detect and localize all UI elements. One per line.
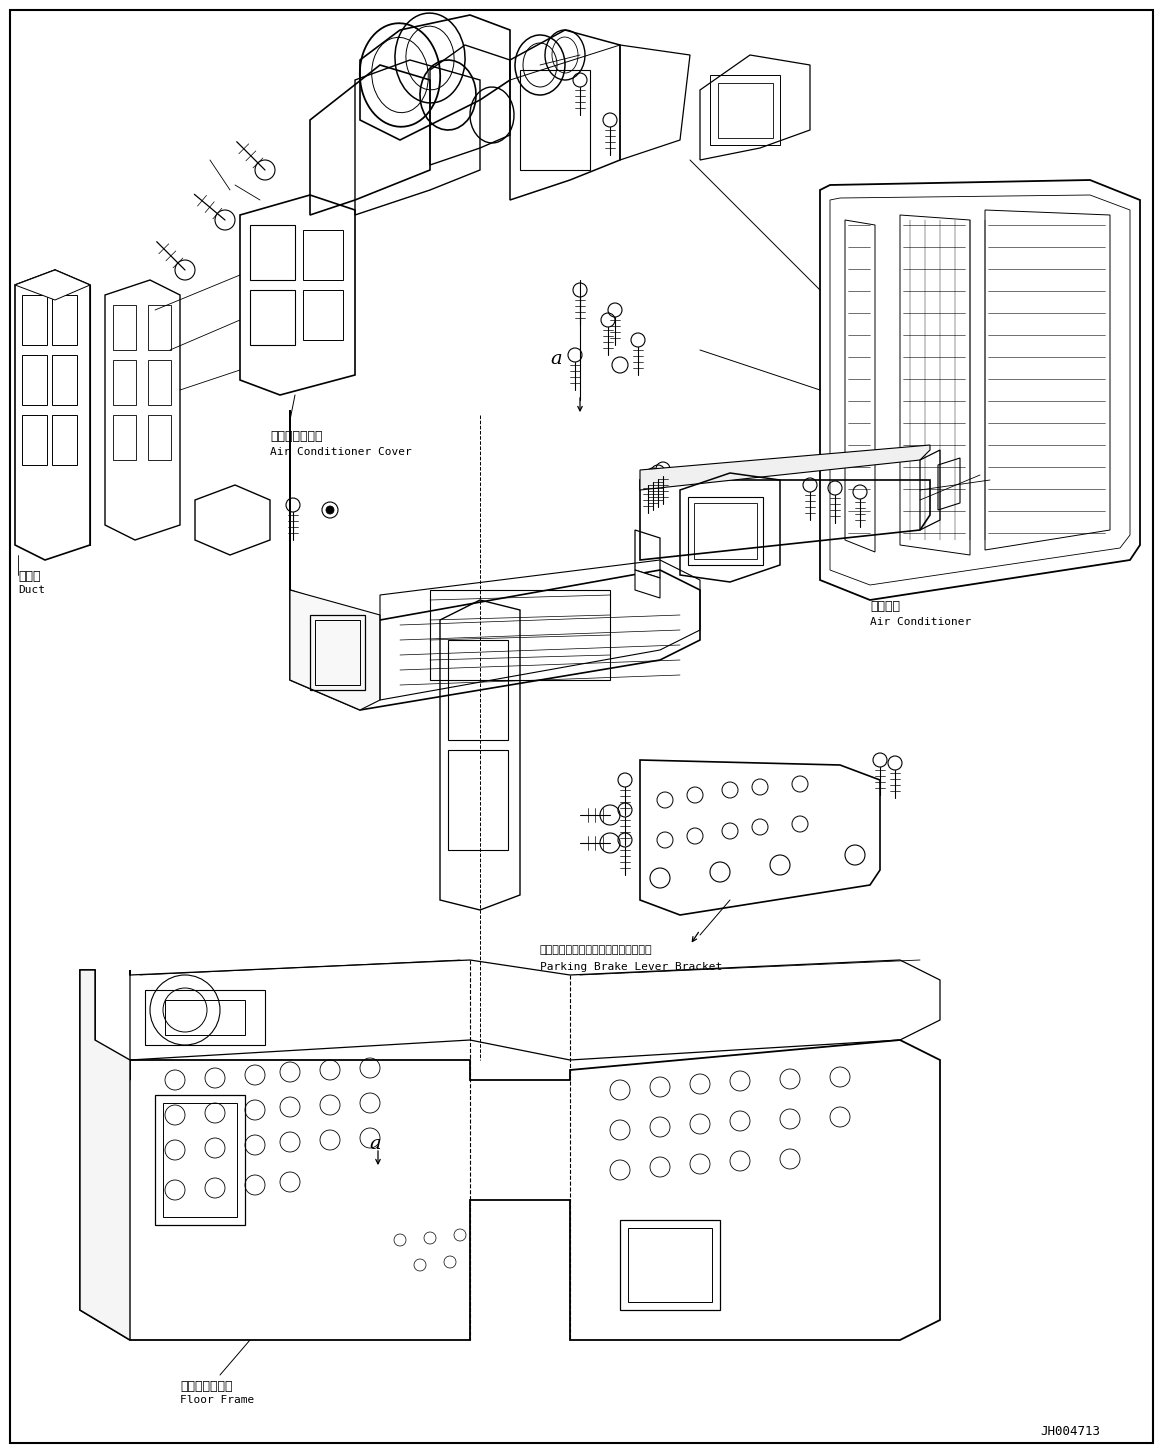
Text: Duct: Duct bbox=[17, 586, 45, 594]
Text: JH004713: JH004713 bbox=[1040, 1425, 1100, 1438]
Polygon shape bbox=[290, 590, 380, 711]
Text: Air Conditioner Cover: Air Conditioner Cover bbox=[270, 448, 412, 458]
Text: パーキングブレーキレバーブラケット: パーキングブレーキレバーブラケット bbox=[540, 944, 652, 955]
Text: a: a bbox=[369, 1135, 380, 1154]
Ellipse shape bbox=[326, 506, 334, 514]
Text: エアコンカバー: エアコンカバー bbox=[270, 430, 322, 443]
Text: Parking Brake Lever Bracket: Parking Brake Lever Bracket bbox=[540, 962, 722, 972]
Text: エアコン: エアコン bbox=[870, 600, 900, 613]
Polygon shape bbox=[15, 270, 90, 299]
Text: ダクト: ダクト bbox=[17, 570, 41, 583]
Polygon shape bbox=[640, 445, 930, 490]
Polygon shape bbox=[635, 570, 659, 599]
Polygon shape bbox=[195, 485, 270, 555]
Text: フロアフレーム: フロアフレーム bbox=[180, 1380, 233, 1393]
Text: a: a bbox=[550, 350, 562, 368]
Polygon shape bbox=[80, 971, 130, 1340]
Text: Air Conditioner: Air Conditioner bbox=[870, 618, 971, 628]
Text: Floor Frame: Floor Frame bbox=[180, 1395, 255, 1405]
